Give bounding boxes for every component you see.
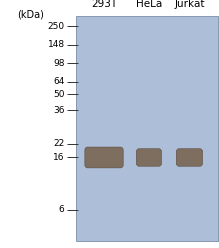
FancyBboxPatch shape	[176, 149, 203, 166]
Text: 293T: 293T	[91, 0, 117, 9]
Text: (kDa): (kDa)	[18, 10, 44, 20]
Text: 50: 50	[53, 90, 65, 99]
Text: 250: 250	[48, 22, 65, 31]
Text: HeLa: HeLa	[136, 0, 162, 9]
Text: 36: 36	[53, 106, 65, 115]
Text: 64: 64	[53, 77, 65, 86]
Text: 6: 6	[59, 205, 65, 214]
Text: 22: 22	[53, 139, 65, 148]
Text: 16: 16	[53, 153, 65, 162]
Text: 148: 148	[48, 40, 65, 49]
Bar	[76, 16, 218, 241]
FancyBboxPatch shape	[85, 147, 123, 168]
FancyBboxPatch shape	[136, 149, 162, 166]
Text: Jurkat: Jurkat	[174, 0, 205, 9]
Text: 98: 98	[53, 59, 65, 68]
